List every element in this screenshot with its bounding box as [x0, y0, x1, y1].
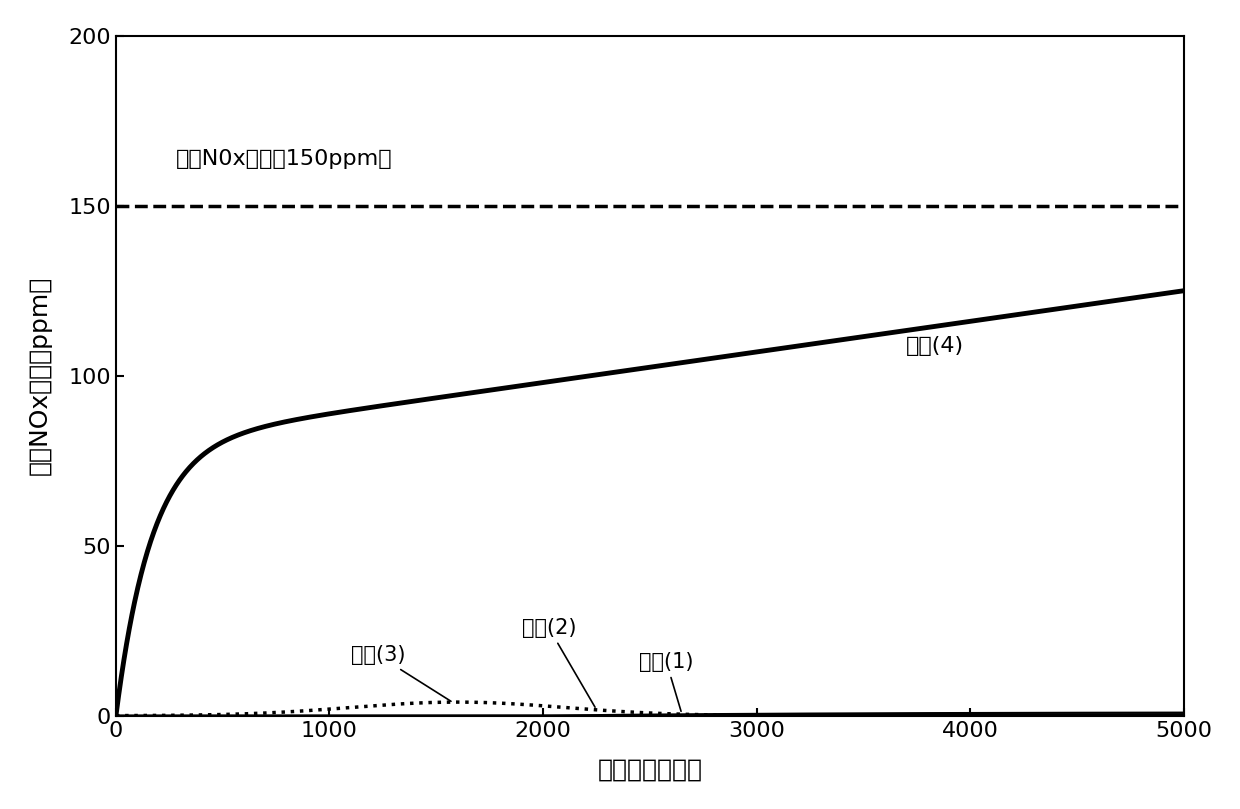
- X-axis label: 经过时间（秒）: 经过时间（秒）: [598, 757, 702, 781]
- Text: 条件(4): 条件(4): [906, 336, 965, 356]
- Text: 条件(3): 条件(3): [351, 646, 451, 701]
- Text: 条件(1): 条件(1): [639, 652, 693, 711]
- Y-axis label: 出口NOx浓度（ppm）: 出口NOx浓度（ppm）: [27, 276, 52, 476]
- Text: 条件(2): 条件(2): [522, 618, 595, 707]
- Text: 入口N0x浓度（150ppm）: 入口N0x浓度（150ppm）: [176, 149, 392, 169]
